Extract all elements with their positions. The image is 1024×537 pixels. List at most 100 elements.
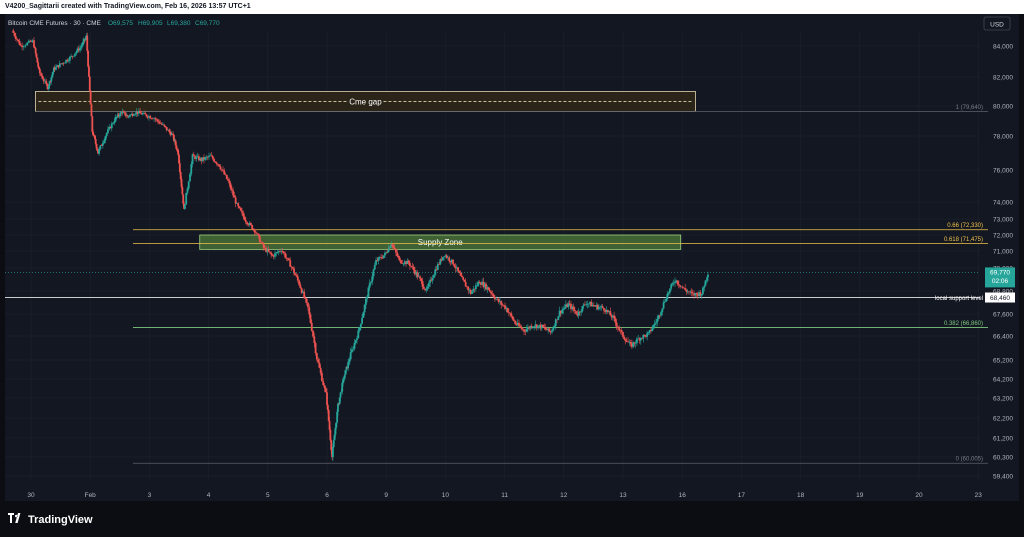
candle-body [151,118,154,120]
time-tick-label: 16 [679,492,687,499]
candle-body [288,258,290,261]
candle-body [117,114,120,117]
candle-body [495,298,498,300]
candle-body [351,349,353,353]
candle-body [334,427,337,435]
candle-body [391,244,394,246]
candle-body [462,277,465,280]
candle-body [682,287,685,289]
candle-body [258,235,261,243]
local-support-label: local support level [935,296,983,302]
candle-body [589,301,591,304]
candle-body [486,287,489,290]
candle-body [648,330,651,333]
candle-body [435,269,438,270]
candle-body [58,63,61,68]
candle-body [90,104,93,117]
candle-body [96,148,99,151]
candle-body [357,330,360,339]
price-tick-label: 82,000 [993,75,1013,82]
candle-body [634,342,637,344]
currency-button[interactable] [983,16,1011,31]
candle-body [348,361,350,363]
candle-body [592,305,595,306]
candle-body [397,255,400,258]
candle-body [168,129,171,132]
candle-body [653,323,656,326]
candle-body [597,307,600,310]
candle-countdown: 02:06 [992,278,1009,285]
candle-body [481,281,484,285]
candle-body [156,119,159,122]
candle-body [507,312,510,314]
candle-body [75,51,78,54]
candle-body [632,342,635,347]
candle-body [343,374,346,379]
candle-body [76,48,79,52]
time-tick-label: Feb [85,492,97,499]
candle-body [676,280,679,285]
candle-body [256,233,259,234]
candle-body [175,145,178,150]
candle-body [533,326,536,328]
candle-body [93,135,96,139]
candle-body [523,329,525,332]
candlestick-chart[interactable]: Cme gap Supply Zone 1 (79,640) 0.66 (72,33… [5,14,1019,501]
candle-body [595,304,598,307]
candle-body [63,62,66,64]
candle-body [403,261,406,264]
candle-body [448,257,451,261]
candle-body [661,308,664,313]
candle-body [49,81,52,82]
candle-body [601,306,604,309]
candle-body [582,304,585,307]
candle-body [524,331,527,333]
time-tick-label: 10 [442,492,450,499]
candle-body [14,35,17,39]
candle-body [599,306,602,308]
candle-body [424,288,427,291]
fib-level-label: 0 (60,005) [956,457,983,463]
candle-body [91,116,94,132]
candle-body [314,343,317,354]
candle-body [236,203,238,204]
candle-body [388,247,391,249]
candle-body [84,38,87,41]
attribution-bar: V4200_Sagittarii created with TradingVie… [0,0,1024,14]
candle-body [491,293,494,295]
candle-body [13,32,16,36]
chart-plot-area[interactable]: Cme gap Supply Zone 1 (79,640) 0.66 (72,33… [5,14,1019,501]
candle-body [275,252,278,254]
candle-body [70,55,73,57]
candle-body [56,65,59,67]
candle-body [699,292,702,296]
candle-body [312,330,314,337]
candle-body [44,80,46,82]
candle-body [304,297,307,299]
ohlc-open: O69,575 [108,20,133,27]
candle-body [310,322,313,331]
price-axis[interactable]: 84,000 82,000 80,000 78,000 76,000 74,000 73,0… [993,44,1013,481]
candle-body [71,55,74,57]
candle-body [444,255,447,257]
candle-body [620,330,623,333]
candle-body [618,328,621,331]
candle-body [41,75,44,80]
candle-body [326,392,328,405]
candle-body [217,163,219,165]
candle-body [691,292,694,294]
time-axis[interactable]: 30 Feb 3 4 5 6 9 10 11 12 13 16 17 18 19 20 23 [27,492,982,499]
time-tick-label: 3 [148,492,152,499]
candle-body [619,330,622,331]
tradingview-logo[interactable]: TradingView [8,513,93,526]
candle-body [271,254,274,256]
candle-body [637,338,640,340]
chart-zones: Cme gap Supply Zone [35,91,696,250]
candle-body [671,283,674,285]
candle-body [328,420,331,430]
candle-body [373,264,376,270]
candle-body [585,304,588,305]
candle-body [700,294,703,296]
candle-body [669,288,671,293]
candle-body [557,316,560,321]
